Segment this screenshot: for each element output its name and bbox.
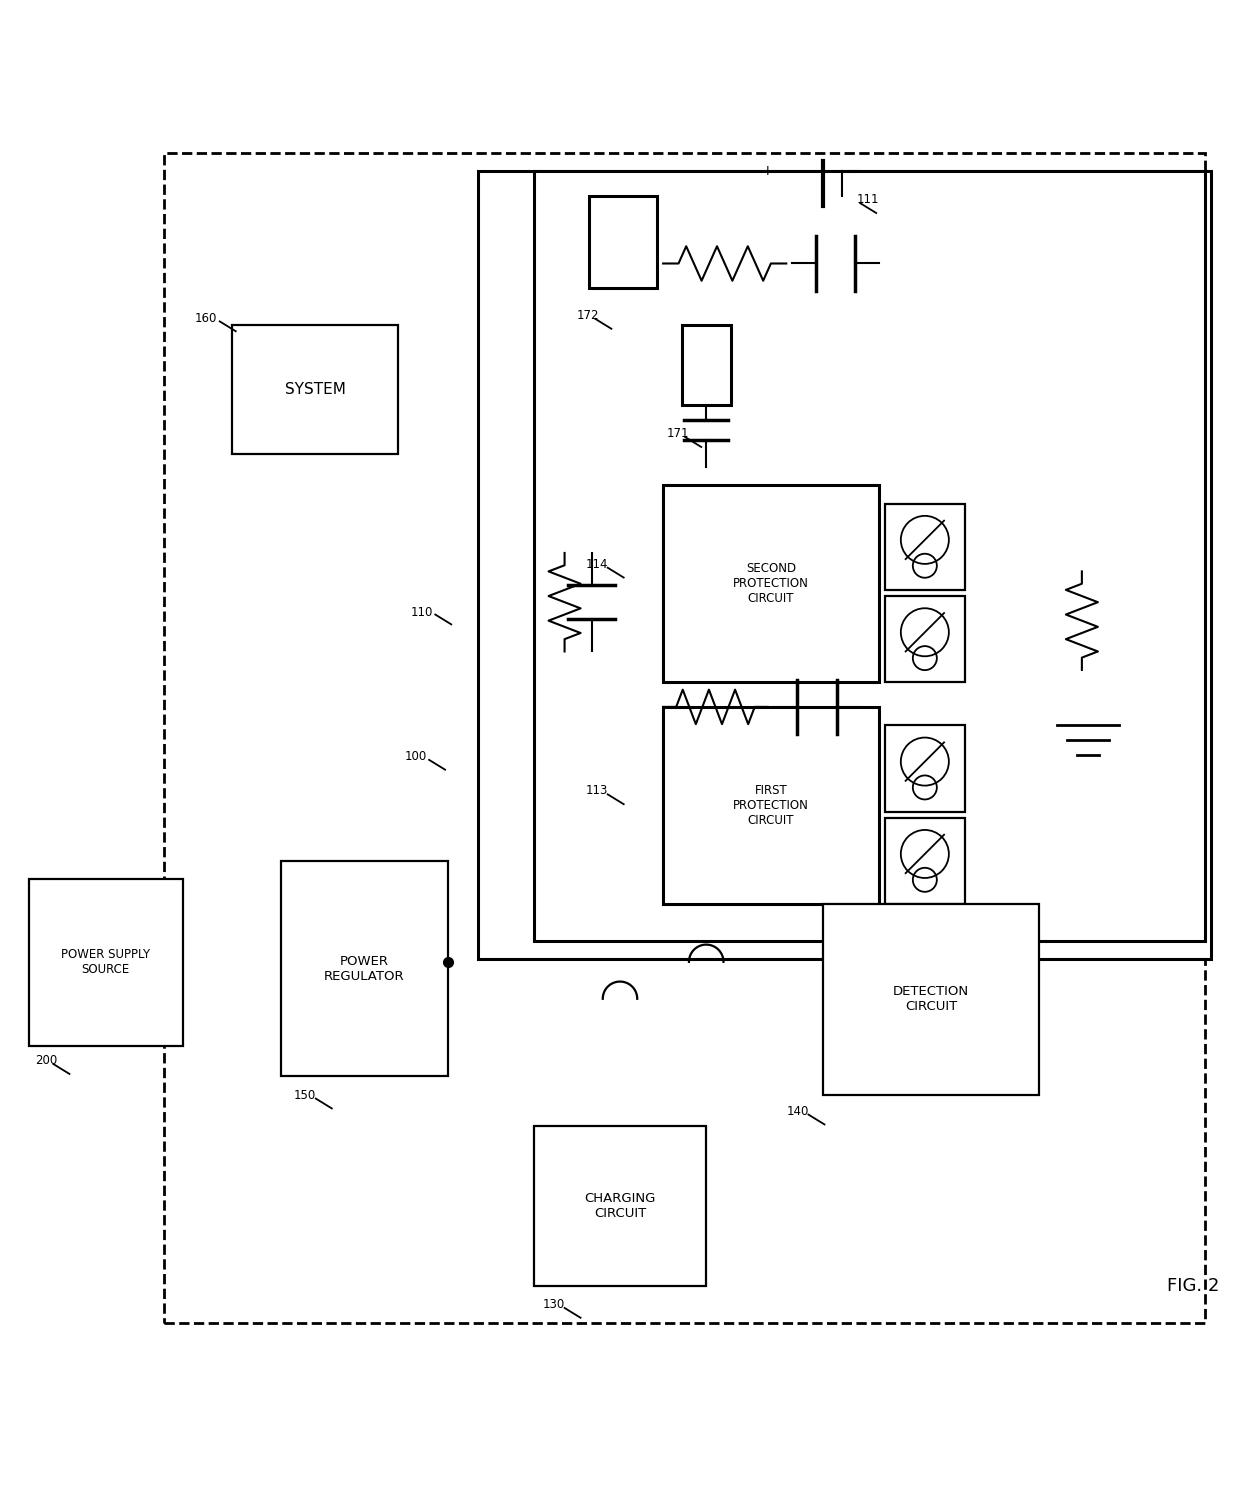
Text: 113: 113 <box>585 784 608 798</box>
Text: 171: 171 <box>667 427 689 441</box>
Text: 160: 160 <box>195 312 217 324</box>
Bar <box>682 326 730 405</box>
Text: +: + <box>763 164 774 178</box>
Text: 150: 150 <box>294 1089 316 1101</box>
Text: 200: 200 <box>35 1054 57 1066</box>
Text: 110: 110 <box>410 606 433 619</box>
Text: POWER
REGULATOR: POWER REGULATOR <box>324 954 404 982</box>
Bar <box>885 504 965 590</box>
Bar <box>663 484 879 682</box>
Bar <box>589 196 657 288</box>
Bar <box>281 861 448 1077</box>
Bar <box>823 904 1039 1095</box>
Text: SECOND
PROTECTION
CIRCUIT: SECOND PROTECTION CIRCUIT <box>733 562 808 604</box>
Bar <box>232 326 398 454</box>
Text: POWER SUPPLY
SOURCE: POWER SUPPLY SOURCE <box>61 948 150 976</box>
Text: 100: 100 <box>404 750 427 764</box>
Text: FIRST
PROTECTION
CIRCUIT: FIRST PROTECTION CIRCUIT <box>733 784 808 826</box>
Bar <box>663 706 879 904</box>
Text: SYSTEM: SYSTEM <box>285 382 346 398</box>
Text: 172: 172 <box>577 309 599 322</box>
Bar <box>164 153 1205 1323</box>
Bar <box>479 171 1211 960</box>
Text: 111: 111 <box>857 194 879 207</box>
Bar <box>29 879 182 1046</box>
Text: DETECTION
CIRCUIT: DETECTION CIRCUIT <box>893 986 968 1014</box>
Text: FIG. 2: FIG. 2 <box>1167 1276 1219 1294</box>
Bar <box>885 818 965 904</box>
Bar <box>533 1125 707 1286</box>
Text: 140: 140 <box>786 1104 808 1118</box>
Text: 130: 130 <box>542 1298 564 1311</box>
Bar <box>533 171 1205 940</box>
Bar <box>885 596 965 682</box>
Text: 114: 114 <box>585 558 608 572</box>
Text: CHARGING
CIRCUIT: CHARGING CIRCUIT <box>584 1191 656 1219</box>
Text: −: − <box>847 162 861 180</box>
Bar <box>885 726 965 812</box>
